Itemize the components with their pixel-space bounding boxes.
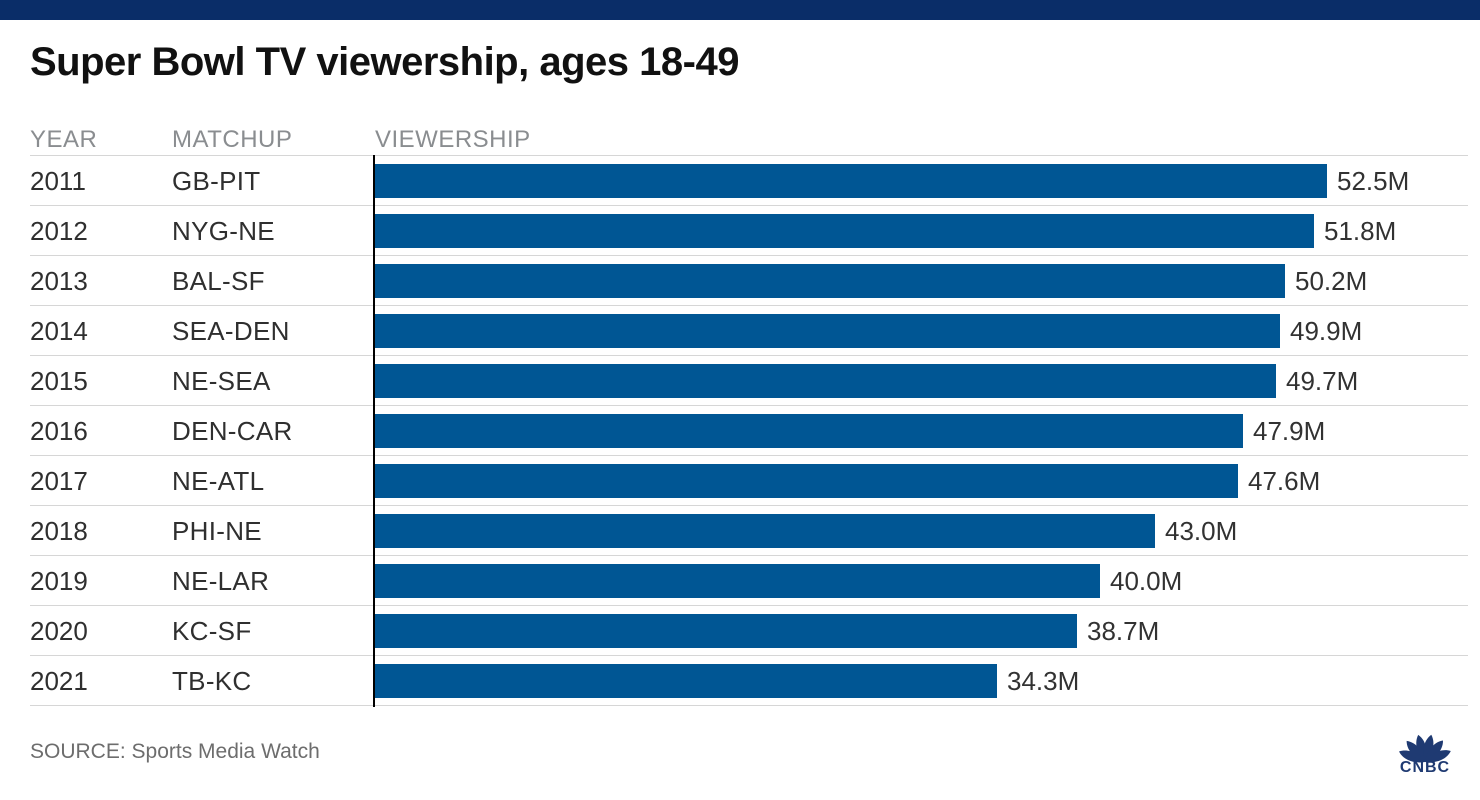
source-note: SOURCE: Sports Media Watch [30, 740, 320, 763]
year-cell: 2017 [30, 466, 88, 496]
table-row: 2018 PHI-NE 43.0M [30, 505, 1468, 555]
matchup-cell: NE-SEA [172, 366, 271, 396]
baseline-axis [373, 155, 375, 707]
viewership-bar-group: 49.7M [375, 356, 1358, 406]
column-header-viewership: VIEWERSHIP [375, 126, 531, 153]
table-row: 2016 DEN-CAR 47.9M [30, 405, 1468, 455]
matchup-cell: PHI-NE [172, 516, 262, 546]
viewership-bar [375, 264, 1285, 298]
chart-title: Super Bowl TV viewership, ages 18-49 [30, 40, 739, 84]
viewership-bar-group: 34.3M [375, 656, 1079, 706]
viewership-bar [375, 564, 1100, 598]
viewership-bar [375, 614, 1077, 648]
table-row: 2013 BAL-SF 50.2M [30, 255, 1468, 305]
viewership-bar [375, 514, 1155, 548]
viewership-bar [375, 414, 1243, 448]
viewership-value-label: 34.3M [1007, 665, 1080, 696]
viewership-bar [375, 364, 1276, 398]
year-cell: 2019 [30, 566, 88, 596]
matchup-cell: DEN-CAR [172, 416, 293, 446]
viewership-bar-group: 40.0M [375, 556, 1182, 606]
viewership-value-label: 47.6M [1248, 465, 1321, 496]
year-cell: 2015 [30, 366, 88, 396]
viewership-bar [375, 164, 1327, 198]
viewership-bar [375, 464, 1238, 498]
viewership-bar [375, 664, 997, 698]
matchup-cell: BAL-SF [172, 266, 265, 296]
table-row: 2020 KC-SF 38.7M [30, 605, 1468, 655]
matchup-cell: NE-LAR [172, 566, 270, 596]
table-header: YEAR MATCHUP VIEWERSHIP [30, 126, 1468, 155]
bar-chart-table: 2011 GB-PIT 52.5M 2012 NYG-NE 51.8M 2013 BAL-SF… [30, 155, 1468, 706]
year-cell: 2021 [30, 666, 88, 696]
viewership-bar [375, 314, 1280, 348]
matchup-cell: NE-ATL [172, 466, 265, 496]
table-row: 2017 NE-ATL 47.6M [30, 455, 1468, 505]
viewership-bar-group: 49.9M [375, 306, 1362, 356]
matchup-cell: NYG-NE [172, 216, 275, 246]
matchup-cell: SEA-DEN [172, 316, 290, 346]
year-cell: 2013 [30, 266, 88, 296]
matchup-cell: KC-SF [172, 616, 252, 646]
year-cell: 2020 [30, 616, 88, 646]
cnbc-logo: CNBC [1394, 728, 1456, 776]
viewership-value-label: 49.9M [1290, 315, 1363, 346]
matchup-cell: TB-KC [172, 666, 252, 696]
year-cell: 2018 [30, 516, 88, 546]
viewership-bar-group: 38.7M [375, 606, 1159, 656]
viewership-bar-group: 51.8M [375, 206, 1396, 256]
viewership-bar-group: 47.9M [375, 406, 1325, 456]
viewership-value-label: 38.7M [1087, 615, 1160, 646]
viewership-value-label: 49.7M [1286, 365, 1359, 396]
year-cell: 2016 [30, 416, 88, 446]
table-row: 2012 NYG-NE 51.8M [30, 205, 1468, 255]
viewership-value-label: 40.0M [1110, 565, 1183, 596]
viewership-value-label: 43.0M [1165, 515, 1238, 546]
table-row: 2015 NE-SEA 49.7M [30, 355, 1468, 405]
viewership-value-label: 52.5M [1337, 165, 1410, 196]
viewership-bar [375, 214, 1314, 248]
viewership-bar-group: 47.6M [375, 456, 1320, 506]
viewership-value-label: 47.9M [1253, 415, 1326, 446]
table-row: 2014 SEA-DEN 49.9M [30, 305, 1468, 355]
column-header-matchup: MATCHUP [172, 126, 293, 153]
brand-top-stripe [0, 0, 1480, 20]
matchup-cell: GB-PIT [172, 166, 261, 196]
table-row: 2021 TB-KC 34.3M [30, 655, 1468, 705]
year-cell: 2011 [30, 166, 86, 196]
viewership-bar-group: 50.2M [375, 256, 1367, 306]
viewership-bar-group: 43.0M [375, 506, 1237, 556]
cnbc-logo-text: CNBC [1399, 759, 1451, 776]
viewership-bar-group: 52.5M [375, 156, 1409, 206]
table-row: 2019 NE-LAR 40.0M [30, 555, 1468, 605]
peacock-icon [1399, 734, 1451, 763]
table-row: 2011 GB-PIT 52.5M [30, 155, 1468, 205]
year-cell: 2012 [30, 216, 88, 246]
viewership-value-label: 51.8M [1324, 215, 1397, 246]
viewership-value-label: 50.2M [1295, 265, 1368, 296]
column-header-year: YEAR [30, 126, 98, 153]
year-cell: 2014 [30, 316, 88, 346]
